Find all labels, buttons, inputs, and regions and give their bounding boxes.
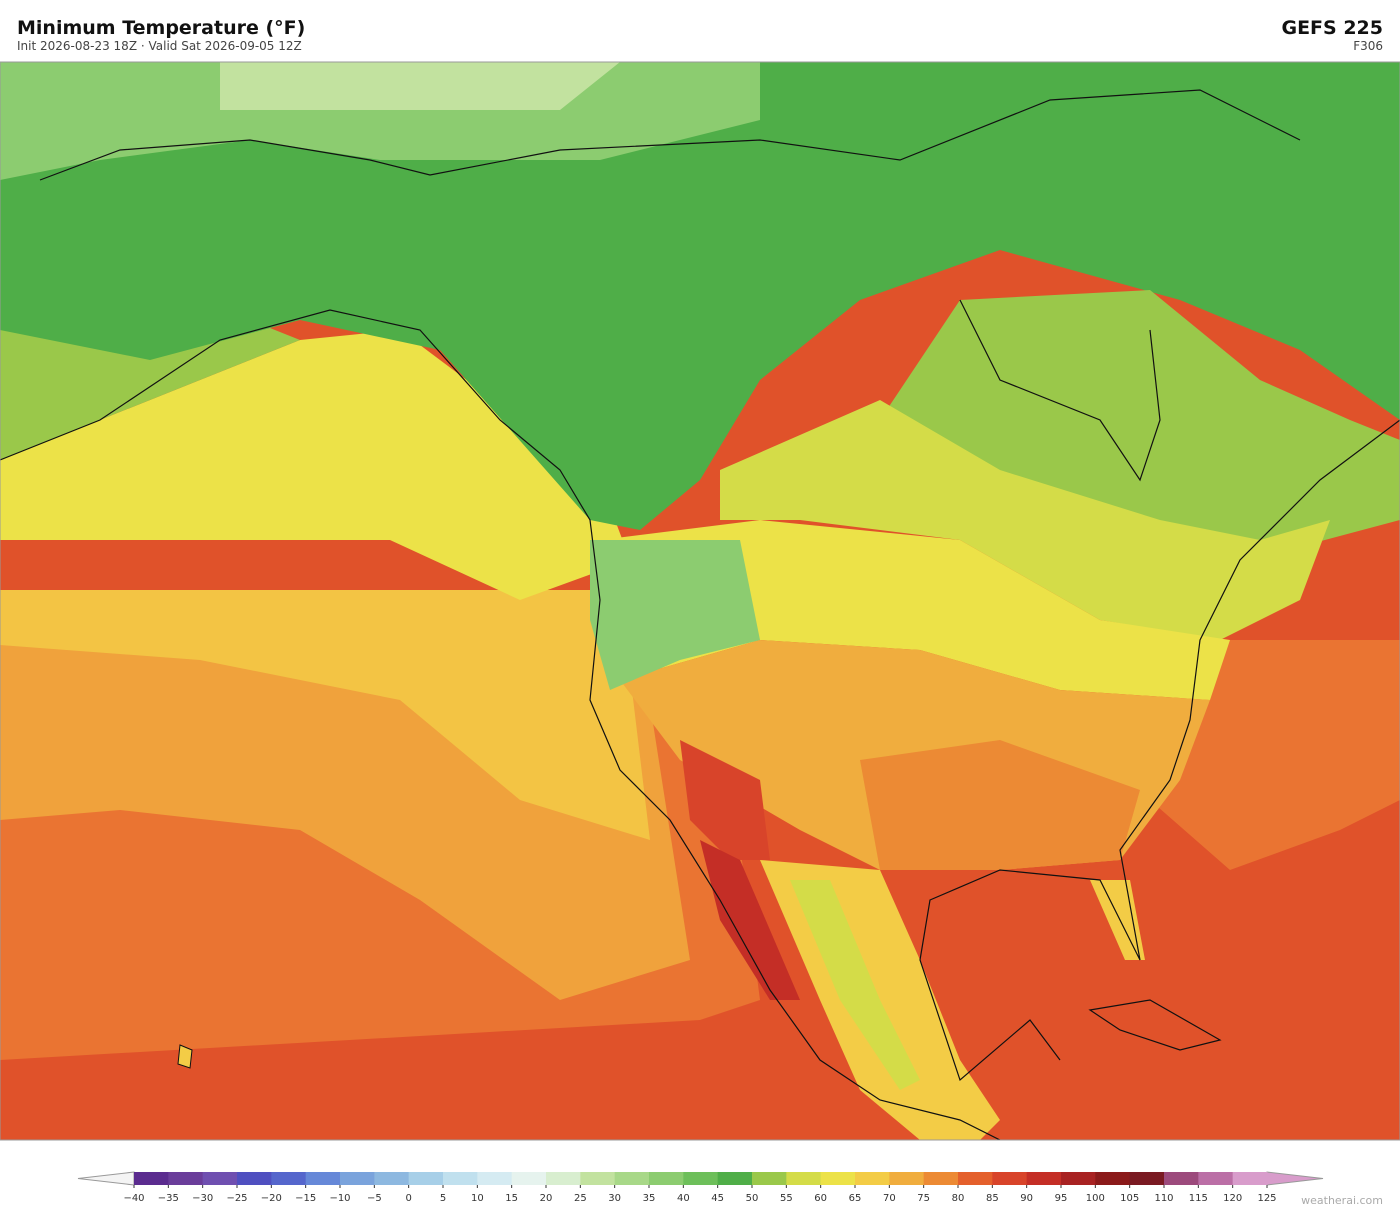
colorbar-segment [820, 1172, 856, 1185]
colorbar-tick-label: 125 [1257, 1193, 1276, 1204]
coastline [0, 89, 1400, 1140]
colorbar-segment [683, 1172, 719, 1185]
land-band [700, 840, 800, 1000]
colorbar-segment [1026, 1172, 1062, 1185]
colorbar-segment [717, 1172, 753, 1185]
colorbar-tick-label: 0 [405, 1193, 411, 1204]
colorbar-segment [134, 1172, 169, 1185]
coastline [919, 419, 1400, 1082]
land-band [590, 540, 760, 690]
colorbar-tick-label: 45 [711, 1193, 724, 1204]
colorbar-segment [237, 1172, 272, 1185]
colorbar-tick-label: −30 [192, 1193, 213, 1204]
model: GEFS 225 [1281, 17, 1383, 39]
colorbar-tick-label: 25 [574, 1193, 587, 1204]
ocean-band [1150, 640, 1400, 870]
colorbar-tick-label: 85 [986, 1193, 999, 1204]
land-band [860, 740, 1140, 870]
colorbar-under [77, 1171, 135, 1186]
colorbar-tick-label: 80 [952, 1193, 965, 1204]
colorbar-segment [271, 1172, 307, 1185]
colorbar-segment [958, 1172, 993, 1185]
watermark: weatherai.com [1301, 1194, 1383, 1207]
colorbar-segment [1232, 1172, 1268, 1185]
colorbar-segment [1129, 1172, 1165, 1185]
land-band [600, 520, 1230, 700]
colorbar-segment [649, 1172, 684, 1185]
land-band [790, 880, 920, 1090]
colorbar-segment [477, 1172, 513, 1185]
colorbar-tick-label: 35 [643, 1193, 656, 1204]
map-frame [0, 61, 1400, 1141]
colorbar-segment [408, 1172, 444, 1185]
subtitle: Init 2026-08-23 18Z · Valid Sat 2026-09-… [17, 39, 302, 53]
colorbar-tick-label: −5 [367, 1193, 382, 1204]
colorbar-tick-label: 60 [814, 1193, 827, 1204]
land-band [680, 740, 770, 860]
colorbar-tick-label: 100 [1086, 1193, 1105, 1204]
colorbar-tick-label: 30 [608, 1193, 621, 1204]
coastline [0, 309, 1001, 1140]
colorbar-over [1266, 1171, 1324, 1186]
colorbar-tick-label: 75 [917, 1193, 930, 1204]
colorbar-segment [580, 1172, 616, 1185]
colorbar-tick-label: 90 [1020, 1193, 1033, 1204]
colorbar-tick-label: −25 [226, 1193, 247, 1204]
forecast-hour: F306 [1353, 39, 1383, 53]
colorbar-segment [1164, 1172, 1199, 1185]
coastline [959, 299, 1161, 482]
island [177, 1044, 193, 1069]
colorbar-tick-label: −15 [295, 1193, 316, 1204]
colorbar-segment [923, 1172, 959, 1185]
colorbar-tick-label: 115 [1189, 1193, 1208, 1204]
colorbar-tick-label: −20 [261, 1193, 282, 1204]
ocean-band [0, 330, 630, 600]
colorbar-segment [889, 1172, 925, 1185]
colorbar-segment [614, 1172, 650, 1185]
land-band [720, 400, 1330, 640]
colorbar-segment [443, 1172, 478, 1185]
land-band [880, 290, 1400, 560]
colorbar-segment [511, 1172, 547, 1185]
ocean-band [0, 590, 650, 840]
colorbar-tick-label: 50 [746, 1193, 759, 1204]
coastline [39, 89, 1301, 181]
colorbar-segment [855, 1172, 890, 1185]
colorbar-tick-label: 70 [883, 1193, 896, 1204]
colorbar-segment [168, 1172, 204, 1185]
colorbar-tick-label: −40 [123, 1193, 144, 1204]
colorbar-segment [340, 1172, 375, 1185]
colorbar-tick-label: 110 [1154, 1193, 1173, 1204]
colorbar: −40 −35 −30 −25 −20 −15 −10 −5 0 5 10 15 20 25 30 35 40 4… [77, 1171, 1324, 1204]
coastline [1088, 999, 1222, 1051]
colorbar-segment [786, 1172, 822, 1185]
map [0, 61, 1400, 1141]
land-band [1090, 880, 1145, 960]
colorbar-tick-label: 120 [1223, 1193, 1242, 1204]
colorbar-segment [992, 1172, 1028, 1185]
colorbar-tick-label: 105 [1120, 1193, 1139, 1204]
colorbar-tick-label: −35 [158, 1193, 179, 1204]
land-band [0, 62, 1400, 530]
title: Minimum Temperature (°F) [17, 17, 305, 39]
colorbar-segment [202, 1172, 238, 1185]
colorbar-tick-label: 5 [440, 1193, 446, 1204]
colorbar-segment [305, 1172, 341, 1185]
colorbar-tick-label: 15 [505, 1193, 518, 1204]
colorbar-tick-label: −10 [329, 1193, 350, 1204]
colorbar-segment [546, 1172, 581, 1185]
colorbar-tick-label: 10 [471, 1193, 484, 1204]
colorbar-tick-label: 55 [780, 1193, 793, 1204]
colorbar-segment [1061, 1172, 1096, 1185]
colorbar-segment [374, 1172, 410, 1185]
colorbar-tick-label: 65 [849, 1193, 862, 1204]
land-band [220, 62, 620, 110]
colorbar-tick-label: 20 [540, 1193, 553, 1204]
colorbar-segment [1198, 1172, 1234, 1185]
colorbar-segment [752, 1172, 787, 1185]
colorbar-tick-label: 40 [677, 1193, 690, 1204]
colorbar-tick-label: 95 [1055, 1193, 1068, 1204]
colorbar-segment [1095, 1172, 1131, 1185]
